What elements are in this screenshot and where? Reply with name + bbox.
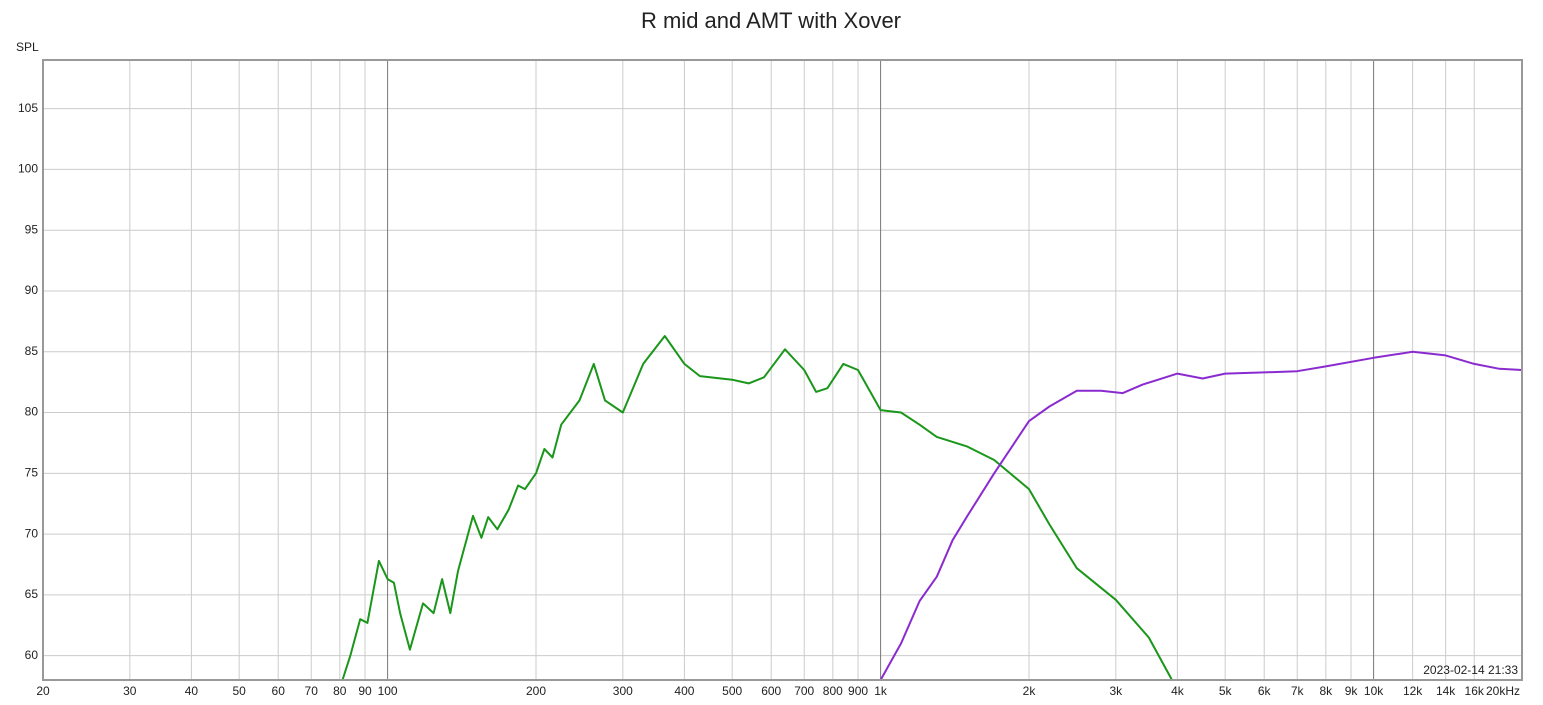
x-tick-label: 30: [123, 684, 137, 698]
x-tick-label: 16k: [1465, 684, 1485, 698]
x-tick-label: 60: [272, 684, 286, 698]
x-tick-label: 300: [613, 684, 633, 698]
x-tick-label: 3k: [1109, 684, 1123, 698]
x-tick-label: 500: [722, 684, 742, 698]
y-tick-label: 80: [25, 405, 39, 419]
x-tick-label: 20: [36, 684, 50, 698]
y-tick-label: 65: [25, 587, 39, 601]
y-tick-label: 85: [25, 344, 39, 358]
x-tick-label: 700: [794, 684, 814, 698]
y-tick-label: 105: [18, 101, 38, 115]
y-tick-label: 60: [25, 648, 39, 662]
x-tick-label: 400: [674, 684, 694, 698]
x-tick-label: 900: [848, 684, 868, 698]
x-tick-label: 800: [823, 684, 843, 698]
x-tick-label: 7k: [1291, 684, 1305, 698]
timestamp: 2023-02-14 21:33: [1423, 663, 1518, 677]
x-tick-label: 100: [378, 684, 398, 698]
plot-frame: [42, 59, 1523, 681]
x-tick-label: 1k: [874, 684, 888, 698]
x-tick-label: 14k: [1436, 684, 1456, 698]
x-tick-label: 6k: [1258, 684, 1272, 698]
x-tick-label: 80: [333, 684, 347, 698]
chart-title: R mid and AMT with Xover: [641, 8, 901, 33]
x-tick-label: 9k: [1345, 684, 1359, 698]
x-tick-label: 10k: [1364, 684, 1384, 698]
x-tick-label: 50: [233, 684, 247, 698]
x-tick-label: 12k: [1403, 684, 1423, 698]
x-tick-label: 90: [358, 684, 372, 698]
plot: [341, 335, 1523, 681]
x-tick-label: 8k: [1319, 684, 1333, 698]
y-tick-label: 75: [25, 466, 39, 480]
x-tick-label: 600: [761, 684, 781, 698]
y-tick-label: 70: [25, 526, 39, 540]
x-tick-label: 2k: [1023, 684, 1037, 698]
series-line: [341, 335, 1173, 681]
series-line: [879, 350, 1523, 681]
y-tick-label: 95: [25, 222, 39, 236]
x-tick-label: 4k: [1171, 684, 1185, 698]
x-tick-label: 20kHz: [1486, 684, 1520, 698]
x-tick-label: 200: [526, 684, 546, 698]
y-axis-label: SPL: [16, 40, 39, 54]
x-tick-label: 40: [185, 684, 199, 698]
y-tick-label: 100: [18, 162, 38, 176]
x-tick-label: 5k: [1219, 684, 1233, 698]
y-tick-label: 90: [25, 283, 39, 297]
x-tick-label: 70: [305, 684, 319, 698]
